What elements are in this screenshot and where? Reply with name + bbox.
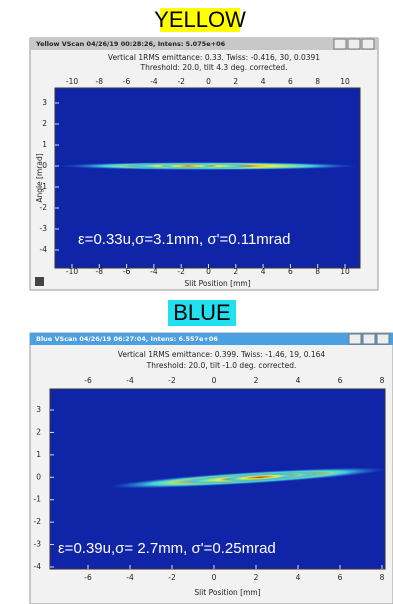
x-tick-label-top: -4 — [150, 77, 158, 86]
x-tick-label-bottom: -2 — [177, 267, 185, 276]
window-button — [361, 38, 375, 50]
x-tick-label-top: 4 — [296, 376, 301, 385]
y-tick-label: -3 — [34, 540, 42, 549]
y-tick-label: -4 — [40, 245, 48, 254]
title-bar — [30, 333, 393, 345]
y-tick-label: -4 — [34, 562, 42, 571]
y-tick-label: 0 — [42, 161, 47, 170]
window-button — [347, 38, 361, 50]
y-tick-label: 1 — [42, 140, 47, 149]
x-axis-label: Slit Position [mm] — [194, 588, 260, 597]
x-tick-label-bottom: 4 — [296, 573, 301, 582]
x-tick-label-bottom: 10 — [340, 267, 350, 276]
x-tick-label-top: -10 — [66, 77, 78, 86]
y-tick-label: -2 — [40, 203, 48, 212]
x-tick-label-top: 6 — [338, 376, 343, 385]
x-tick-label-bottom: 8 — [315, 267, 320, 276]
y-tick-label: 3 — [42, 98, 47, 107]
y-tick-label: 2 — [36, 427, 41, 436]
x-tick-label-top: -6 — [84, 376, 92, 385]
y-tick-label: -1 — [34, 495, 42, 504]
x-tick-label-bottom: 6 — [338, 573, 343, 582]
title-bar — [30, 38, 378, 50]
window-title: Yellow VScan 04/26/19 00:28:26, Intens: … — [35, 40, 226, 48]
x-tick-label-top: 4 — [261, 77, 266, 86]
x-tick-label-bottom: -2 — [168, 573, 176, 582]
window-button — [333, 38, 347, 50]
x-tick-label-bottom: -10 — [66, 267, 78, 276]
x-tick-label-bottom: -6 — [84, 573, 92, 582]
y-tick-label: 1 — [36, 450, 41, 459]
window-button — [348, 333, 362, 345]
x-tick-label-top: -8 — [96, 77, 104, 86]
x-tick-label-top: -2 — [177, 77, 185, 86]
x-tick-label-top: 8 — [380, 376, 385, 385]
x-tick-label-bottom: 8 — [380, 573, 385, 582]
header-line: Threshold: 20.0, tilt -1.0 deg. correcte… — [146, 361, 297, 370]
annotation: ε=0.33u,σ=3.1mm, σ'=0.11mrad — [78, 231, 290, 248]
annotation: ε=0.39u,σ= 2.7mm, σ'=0.25mrad — [58, 540, 276, 557]
y-axis-label: Angle [mrad] — [35, 153, 44, 202]
y-tick-label: -2 — [34, 517, 42, 526]
x-tick-label-bottom: 0 — [206, 267, 211, 276]
beam-blob — [158, 164, 218, 168]
beam-image — [58, 162, 358, 170]
x-tick-label-bottom: 2 — [254, 573, 259, 582]
y-tick-label: -1 — [40, 182, 48, 191]
x-tick-label-bottom: 4 — [261, 267, 266, 276]
y-tick-label: 0 — [36, 472, 41, 481]
x-tick-label-bottom: -8 — [96, 267, 104, 276]
beam-label-bg — [168, 300, 236, 326]
beam-blob — [220, 473, 300, 482]
x-tick-label-bottom: 6 — [288, 267, 293, 276]
x-tick-label-bottom: 0 — [212, 573, 217, 582]
x-tick-label-top: 8 — [315, 77, 320, 86]
x-tick-label-top: -2 — [168, 376, 176, 385]
x-tick-label-bottom: -6 — [123, 267, 131, 276]
x-axis-label: Slit Position [mm] — [184, 279, 250, 288]
x-tick-label-top: 0 — [212, 376, 217, 385]
x-tick-label-top: -4 — [126, 376, 134, 385]
beam-label-bg — [160, 8, 240, 32]
plot-area — [54, 87, 361, 269]
x-tick-label-top: 2 — [254, 376, 259, 385]
x-tick-label-bottom: -4 — [150, 267, 158, 276]
x-tick-label-top: 6 — [288, 77, 293, 86]
x-tick-label-top: -6 — [123, 77, 131, 86]
window-button — [362, 333, 376, 345]
window-title: Blue VScan 04/26/19 06:27:04, Intens: 6.… — [36, 335, 218, 343]
x-tick-label-top: 0 — [206, 77, 211, 86]
y-tick-label: 3 — [36, 405, 41, 414]
beam-image — [108, 467, 388, 489]
x-tick-label-bottom: 2 — [233, 267, 238, 276]
beam-label: BLUE — [173, 300, 230, 325]
y-tick-label: -3 — [40, 224, 48, 233]
x-tick-label-top: 10 — [340, 77, 350, 86]
window-button — [376, 333, 390, 345]
beam-label: YELLOW — [154, 7, 246, 32]
corner-icon — [35, 277, 44, 286]
header-line: Threshold: 20.0, tilt 4.3 deg. corrected… — [139, 63, 287, 72]
y-tick-label: 2 — [42, 119, 47, 128]
x-tick-label-bottom: -4 — [126, 573, 134, 582]
x-tick-label-top: 2 — [233, 77, 238, 86]
header-line: Vertical 1RMS emittance: 0.399. Twiss: -… — [118, 350, 326, 359]
header-line: Vertical 1RMS emittance: 0.33. Twiss: -0… — [108, 53, 320, 62]
